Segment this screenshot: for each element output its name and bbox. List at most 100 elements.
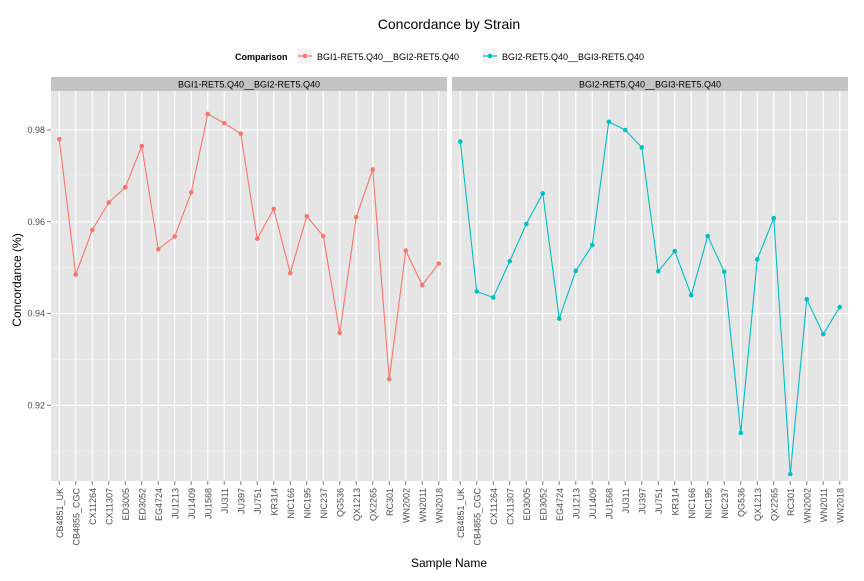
data-point bbox=[254, 236, 260, 242]
legend-title: Comparison bbox=[235, 52, 288, 62]
data-point bbox=[287, 270, 293, 276]
facet-panel-1: BGI1-RET5.Q40__BGI2-RET5.Q40 CB4851_UK CB4… bbox=[51, 77, 447, 546]
y-tick-label: 0.92 bbox=[27, 400, 45, 410]
data-point bbox=[523, 221, 529, 227]
x-tick-label: QX1213 bbox=[352, 488, 362, 521]
x-tick-label: JU751 bbox=[654, 488, 664, 514]
x-axis-title: Sample Name bbox=[411, 556, 487, 570]
x-tick-label: QX2265 bbox=[769, 488, 779, 521]
legend: Comparison BGI1-RET5.Q40__BGI2-RET5.Q40 … bbox=[235, 47, 644, 65]
data-point bbox=[787, 471, 793, 477]
x-tick-label: QG536 bbox=[335, 488, 345, 517]
x-tick-label: NIC237 bbox=[720, 488, 730, 519]
data-point bbox=[490, 295, 496, 300]
panel-background bbox=[452, 91, 848, 481]
x-tick-label: NIC195 bbox=[703, 488, 713, 519]
x-tick-label: RC301 bbox=[385, 488, 395, 516]
x-tick-label: ED3005 bbox=[522, 488, 532, 521]
x-tick-label: KR314 bbox=[269, 488, 279, 516]
legend-entry-1: BGI1-RET5.Q40__BGI2-RET5.Q40 bbox=[296, 47, 459, 65]
facet-strip bbox=[452, 77, 848, 91]
x-tick-label: JU1409 bbox=[588, 488, 598, 519]
x-tick-label: ED3005 bbox=[121, 488, 131, 521]
x-tick-label: WN2002 bbox=[401, 488, 411, 523]
data-point bbox=[403, 248, 409, 253]
x-tick-label: NIC237 bbox=[319, 488, 329, 519]
data-point bbox=[771, 215, 777, 221]
data-point bbox=[386, 376, 392, 382]
data-point bbox=[474, 289, 480, 294]
x-tick-label: JU311 bbox=[621, 488, 631, 513]
panels: BGI1-RET5.Q40__BGI2-RET5.Q40 CB4851_UK CB4… bbox=[51, 77, 848, 546]
x-tick-label: CX11264 bbox=[88, 488, 98, 525]
data-point bbox=[705, 233, 711, 239]
facet-strip bbox=[51, 77, 447, 91]
x-tick-label: JU1568 bbox=[604, 488, 614, 519]
legend-label-2: BGI2-RET5.Q40__BGI3-RET5.Q40 bbox=[502, 52, 644, 62]
x-tick-label: NIC166 bbox=[286, 488, 296, 519]
data-point bbox=[622, 127, 628, 133]
data-point bbox=[436, 261, 442, 266]
x-tick-label: CB4855_CGC bbox=[472, 488, 482, 546]
data-point bbox=[672, 248, 678, 254]
x-tick-label: JU1213 bbox=[571, 488, 581, 519]
x-tick-label: NIC166 bbox=[687, 488, 697, 519]
x-tick-label: CX11264 bbox=[489, 488, 499, 525]
data-point bbox=[655, 269, 661, 274]
data-point bbox=[754, 257, 760, 262]
x-tick-label: EG4724 bbox=[154, 488, 164, 521]
x-tick-label: CB4855_CGC bbox=[71, 488, 81, 546]
data-point bbox=[221, 120, 227, 126]
facet-strip-label: BGI2-RET5.Q40__BGI3-RET5.Q40 bbox=[579, 80, 721, 90]
x-tick-label: JU1409 bbox=[187, 488, 197, 519]
x-tick-label: KR314 bbox=[670, 488, 680, 516]
chart-title: Concordance by Strain bbox=[378, 16, 520, 32]
data-point bbox=[172, 234, 178, 239]
data-point bbox=[205, 111, 211, 117]
x-tick-label: JU751 bbox=[253, 488, 263, 514]
series-line bbox=[58, 113, 440, 380]
legend-dot-2 bbox=[487, 53, 493, 59]
x-tick-label: WN2018 bbox=[835, 488, 845, 523]
x-tick-label: JU1213 bbox=[170, 488, 180, 519]
data-point bbox=[271, 206, 277, 212]
data-point bbox=[353, 214, 359, 220]
x-tick-label: CB4851_UK bbox=[456, 488, 466, 538]
data-point bbox=[507, 258, 513, 264]
x-tick-label: JU397 bbox=[236, 488, 246, 514]
x-tick-label: WN2011 bbox=[819, 488, 829, 522]
data-point bbox=[606, 119, 612, 125]
data-point bbox=[304, 213, 310, 219]
data-point bbox=[419, 282, 425, 288]
data-point bbox=[639, 145, 645, 150]
data-point bbox=[320, 233, 326, 239]
data-point bbox=[589, 242, 595, 248]
data-point bbox=[155, 246, 161, 252]
data-point bbox=[820, 331, 826, 337]
x-tick-label: JU311 bbox=[220, 488, 230, 513]
data-point bbox=[556, 316, 562, 321]
data-point bbox=[56, 136, 62, 142]
data-point bbox=[573, 268, 579, 274]
x-tick-label: CX11307 bbox=[505, 488, 515, 525]
y-axis-title: Concordance (%) bbox=[10, 233, 24, 326]
data-point bbox=[738, 430, 744, 436]
data-point bbox=[122, 185, 128, 190]
x-tick-label: QG536 bbox=[736, 488, 746, 517]
x-tick-label: RC301 bbox=[786, 488, 796, 516]
panel-background bbox=[51, 91, 447, 481]
data-point bbox=[688, 292, 694, 298]
data-point bbox=[837, 304, 843, 310]
x-tick-label: WN2002 bbox=[802, 488, 812, 523]
data-point bbox=[370, 167, 376, 172]
x-tick-label: WN2018 bbox=[434, 488, 444, 523]
x-tick-label: CB4851_UK bbox=[55, 488, 65, 538]
y-tick-label: 0.96 bbox=[27, 217, 45, 227]
data-point bbox=[73, 272, 79, 277]
legend-label-1: BGI1-RET5.Q40__BGI2-RET5.Q40 bbox=[317, 52, 459, 62]
y-tick-label: 0.98 bbox=[27, 125, 45, 135]
legend-entry-2: BGI2-RET5.Q40__BGI3-RET5.Q40 bbox=[481, 47, 644, 65]
x-tick-label: ED3052 bbox=[538, 488, 548, 521]
